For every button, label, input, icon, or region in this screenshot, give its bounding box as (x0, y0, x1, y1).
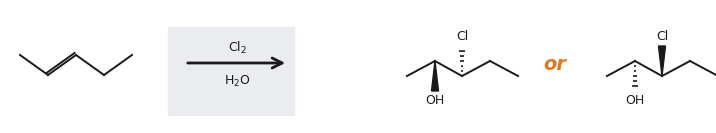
Text: or: or (543, 55, 566, 74)
Text: OH: OH (425, 93, 445, 107)
Text: OH: OH (625, 93, 644, 107)
Text: Cl: Cl (456, 30, 468, 43)
Text: Cl$_2$: Cl$_2$ (228, 40, 246, 56)
Bar (168, 27, 294, 115)
Polygon shape (659, 46, 665, 76)
Text: H$_2$O: H$_2$O (223, 73, 251, 89)
Polygon shape (432, 61, 438, 91)
Text: Cl: Cl (656, 30, 668, 43)
